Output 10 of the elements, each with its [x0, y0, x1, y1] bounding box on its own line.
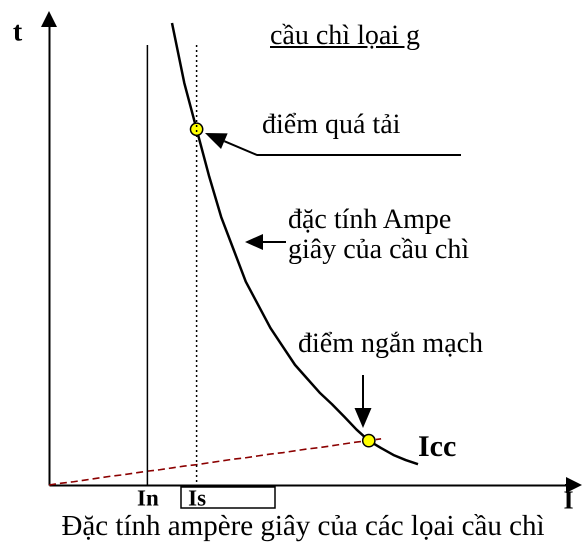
annotation: Icc — [418, 430, 456, 463]
annotation: điểm quá tải — [262, 109, 401, 140]
x-axis-title: I — [563, 486, 574, 514]
annotation: đặc tính Ampe giây của cầu chì — [288, 204, 470, 265]
x-tick-label: In — [137, 486, 159, 510]
text: Đặc tính ampère giây của các lọai cầu chì — [61, 510, 545, 542]
x-tick-label: Is — [188, 486, 206, 510]
annotation: điểm ngắn mạch — [298, 328, 484, 359]
chart-title: cầu chì lọai g — [270, 20, 420, 52]
y-axis-title: t — [12, 16, 23, 48]
